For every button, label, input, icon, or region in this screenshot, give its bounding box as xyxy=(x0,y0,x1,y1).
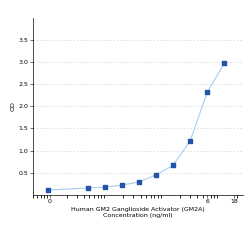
Point xyxy=(120,183,124,187)
Point xyxy=(222,61,226,65)
Point xyxy=(188,139,192,143)
Point xyxy=(154,173,158,177)
Point xyxy=(46,188,50,192)
X-axis label: Human GM2 Ganglioside Activator (GM2A)
Concentration (ng/ml): Human GM2 Ganglioside Activator (GM2A) C… xyxy=(71,207,204,218)
Point xyxy=(171,163,175,167)
Point xyxy=(86,186,90,190)
Y-axis label: OD: OD xyxy=(11,101,16,111)
Point xyxy=(137,180,141,184)
Point xyxy=(103,185,107,189)
Point xyxy=(205,90,209,94)
